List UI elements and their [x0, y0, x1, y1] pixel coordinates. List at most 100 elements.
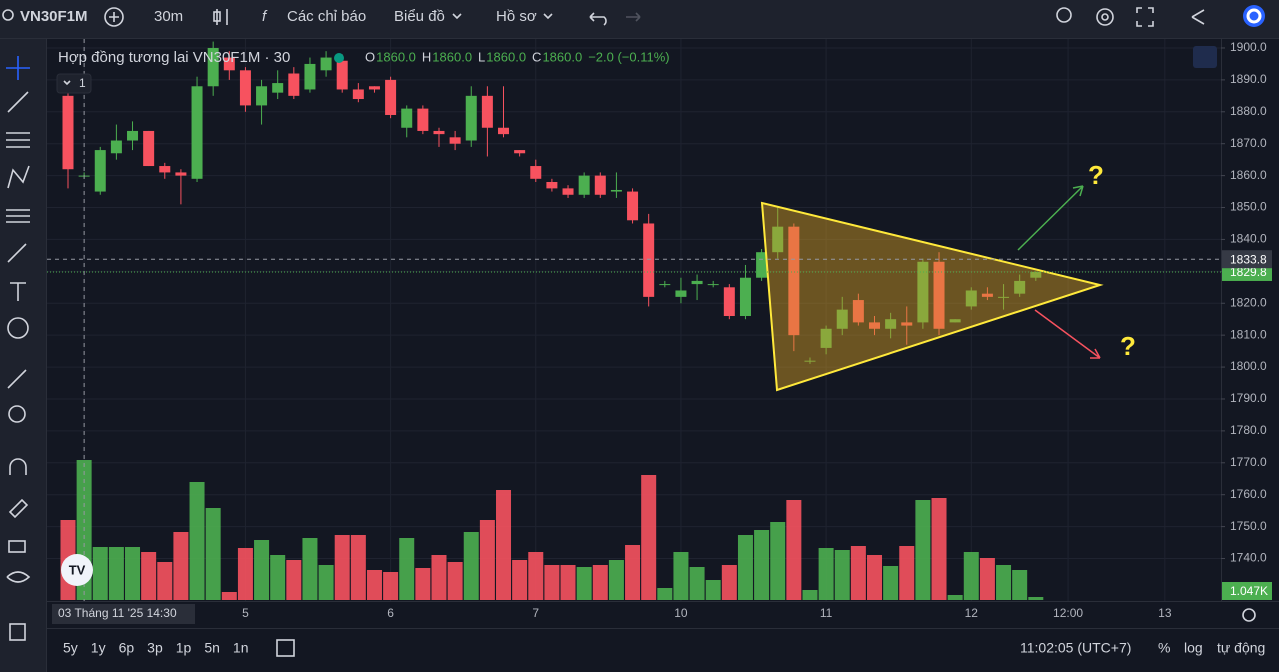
y-tick-label: 1890.0: [1230, 72, 1267, 86]
candle-body: [530, 166, 542, 179]
crosshair-tool[interactable]: [6, 56, 30, 80]
icon-tool[interactable]: [7, 317, 29, 339]
profile-menu[interactable]: Hồ sơ: [496, 8, 537, 25]
y-tick-label: 1810.0: [1230, 327, 1267, 341]
volume-bar: [221, 592, 237, 600]
indicator-toggle[interactable]: [56, 73, 92, 94]
range-button[interactable]: 1n: [233, 640, 249, 656]
x-tick-label: 12:00: [1053, 606, 1083, 620]
candle-body: [610, 189, 622, 192]
chevron: [543, 13, 553, 20]
triangle-drawing[interactable]: [760, 201, 1104, 392]
candle-body: [207, 47, 219, 87]
text-tool[interactable]: [10, 282, 26, 301]
prediction-tool[interactable]: [6, 209, 30, 223]
down-arrow[interactable]: [1034, 309, 1101, 359]
volume-bar: [173, 532, 189, 600]
volume-bar: [463, 532, 479, 600]
candle-body: [449, 137, 461, 144]
axis-settings[interactable]: [1242, 608, 1256, 622]
share[interactable]: [1191, 9, 1205, 25]
trend-line-tool[interactable]: [7, 91, 29, 113]
volume-bar: [931, 498, 947, 600]
trash-tool[interactable]: [9, 623, 26, 641]
bottom-toolbar: [47, 628, 1279, 672]
logo-mark: [1246, 8, 1262, 24]
x-tick-label: 5: [242, 606, 249, 620]
symbol[interactable]: VN30F1M: [20, 8, 88, 25]
candles: [62, 41, 1042, 364]
volume-bar: [947, 595, 963, 600]
volume-bar: [850, 546, 866, 600]
candle-body: [336, 60, 348, 90]
ohlc-value: 1860.0: [486, 49, 526, 64]
indicators[interactable]: Các chỉ báo: [287, 8, 366, 25]
pattern-tool[interactable]: [7, 165, 30, 189]
fullscreen[interactable]: [1136, 7, 1154, 27]
volume-bar: [608, 560, 624, 600]
date-range-button[interactable]: [276, 639, 295, 657]
magnet-tool[interactable]: [9, 458, 27, 475]
tv-logo[interactable]: [61, 554, 93, 586]
volume-bar: [705, 580, 721, 600]
candle-body: [820, 328, 832, 348]
settings[interactable]: [1096, 8, 1114, 26]
candle-body: [836, 309, 848, 329]
object-tree-button[interactable]: [1193, 46, 1217, 68]
y-tick-label: 1870.0: [1230, 136, 1267, 150]
volume-bar: [560, 565, 576, 600]
range-button[interactable]: 5n: [204, 640, 220, 656]
volume-bar: [334, 535, 350, 600]
auto-toggle[interactable]: tự động: [1217, 640, 1265, 656]
volume-bar: [125, 547, 141, 600]
volume-bar: [528, 552, 544, 600]
candle-body: [981, 293, 993, 297]
ruler-tool[interactable]: [7, 369, 27, 389]
annotation-question: ?: [1088, 160, 1104, 190]
brush-tool[interactable]: [7, 243, 27, 263]
candle-body: [917, 261, 929, 323]
volume-bar: [592, 565, 608, 600]
volume-bar: [479, 520, 495, 600]
volume-bar: [754, 530, 770, 600]
zoom-tool[interactable]: [8, 405, 26, 423]
candle-body: [723, 287, 735, 317]
logo[interactable]: [1243, 5, 1265, 27]
lock-tool[interactable]: [8, 540, 26, 553]
volume-bar: [366, 570, 382, 600]
undo[interactable]: [589, 12, 607, 26]
candle-body: [272, 83, 284, 93]
y-tick-label: 1860.0: [1230, 168, 1267, 182]
y-tick-label: 1740.0: [1230, 551, 1267, 565]
range-button[interactable]: 5y: [63, 640, 78, 656]
x-tick-label: 03 Tháng 11 '25 14:30: [58, 606, 177, 620]
lock-drawing-tool[interactable]: [8, 498, 29, 519]
y-tick-label: 1770.0: [1230, 455, 1267, 469]
volume-bar: [399, 538, 415, 600]
range-button[interactable]: 1y: [91, 640, 106, 656]
x-tick-label: 12: [965, 606, 979, 620]
log-toggle[interactable]: log: [1184, 640, 1203, 656]
range-button[interactable]: 1p: [176, 640, 192, 656]
layout-menu[interactable]: Biểu đồ: [394, 8, 445, 25]
replay[interactable]: [1056, 7, 1072, 23]
x-tick-label: 13: [1158, 606, 1172, 620]
x-tick-label: 7: [532, 606, 539, 620]
interval[interactable]: 30m: [154, 8, 183, 25]
candle-body: [804, 360, 816, 362]
volume-bar: [657, 588, 673, 600]
range-button[interactable]: 3p: [147, 640, 163, 656]
visibility-tool[interactable]: [6, 571, 31, 583]
fib-tool[interactable]: [6, 132, 30, 148]
candle-body: [385, 79, 397, 115]
chevron: [452, 13, 462, 20]
search-icon[interactable]: [2, 9, 14, 21]
add-symbol[interactable]: [104, 7, 124, 27]
range-button[interactable]: 6p: [119, 640, 135, 656]
redo[interactable]: [626, 12, 641, 22]
up-arrow[interactable]: [1017, 185, 1084, 251]
percent-toggle[interactable]: %: [1158, 640, 1170, 656]
ohlc-change: −2.0 (−0.11%): [588, 49, 669, 64]
volume-label-box: [1222, 582, 1272, 600]
